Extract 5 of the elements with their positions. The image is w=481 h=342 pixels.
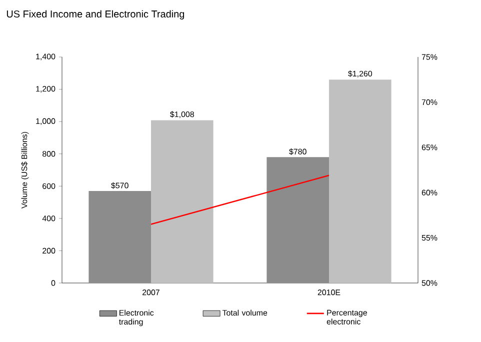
- chart-title: US Fixed Income and Electronic Trading: [6, 10, 184, 20]
- bar: [151, 120, 214, 283]
- bar: [266, 157, 330, 283]
- bar: [329, 80, 392, 283]
- bar: [88, 190, 151, 283]
